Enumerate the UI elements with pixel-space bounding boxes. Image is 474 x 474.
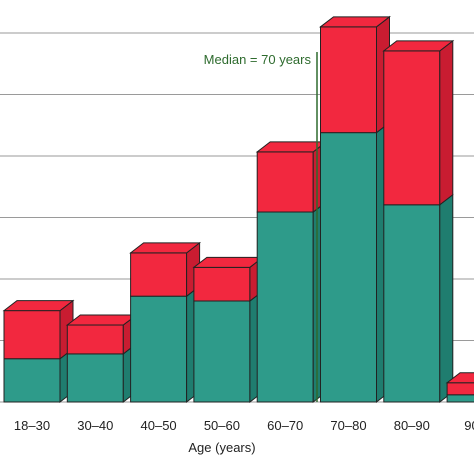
bar-segment-front xyxy=(130,252,188,297)
bar-top-face xyxy=(192,256,265,268)
bar-top-face xyxy=(129,242,202,254)
median-label: Median = 70 years xyxy=(204,52,312,67)
bar-top-face xyxy=(65,314,138,326)
bar-segment-front xyxy=(193,266,251,302)
bar-segment-front xyxy=(256,211,314,403)
x-tick-label: 40–50 xyxy=(141,418,177,433)
bars-layer xyxy=(2,15,474,404)
bar-top-face xyxy=(255,141,328,153)
x-tick-label: 70–80 xyxy=(330,418,366,433)
bar-stack xyxy=(319,15,391,404)
x-tick-label: 60–70 xyxy=(267,418,303,433)
bar-segment-front xyxy=(66,353,124,403)
bar-top-face xyxy=(382,40,455,52)
bar-stack xyxy=(255,140,328,404)
bar-top-face xyxy=(445,372,474,384)
bar-segment-front xyxy=(320,132,377,403)
x-tick-label: 18–30 xyxy=(14,418,50,433)
bar-segment-front xyxy=(130,295,188,403)
bar-segment-side xyxy=(439,39,454,206)
bar-segment-front xyxy=(446,382,474,396)
bar-stack xyxy=(129,241,202,404)
x-tick-label: 80–90 xyxy=(394,418,430,433)
bar-stack xyxy=(445,372,474,403)
bar-top-face xyxy=(319,16,391,28)
bar-segment-front xyxy=(66,324,124,355)
bar-top-face xyxy=(2,300,75,312)
x-tick-label: 90– xyxy=(464,418,474,433)
x-tick-label: 30–40 xyxy=(77,418,113,433)
x-axis-label: Age (years) xyxy=(188,440,255,455)
bar-stack xyxy=(2,299,75,404)
bar-segment-side xyxy=(439,193,454,404)
bar-segment-front xyxy=(446,394,474,403)
x-tick-label: 50–60 xyxy=(204,418,240,433)
bar-segment-front xyxy=(320,26,377,134)
bar-segment-front xyxy=(383,50,441,206)
bar-stack xyxy=(192,256,265,404)
bar-segment-front xyxy=(256,151,314,213)
bar-segment-front xyxy=(193,300,251,403)
bar-segment-front xyxy=(3,358,61,403)
bar-segment-front xyxy=(383,204,441,403)
bar-stack xyxy=(65,314,138,404)
x-tick-labels: 18–30 30–40 40–50 50–60 60–70 70–80 80–90 90– xyxy=(14,418,474,433)
bar-stack xyxy=(382,39,455,404)
bar-segment-front xyxy=(3,310,61,360)
